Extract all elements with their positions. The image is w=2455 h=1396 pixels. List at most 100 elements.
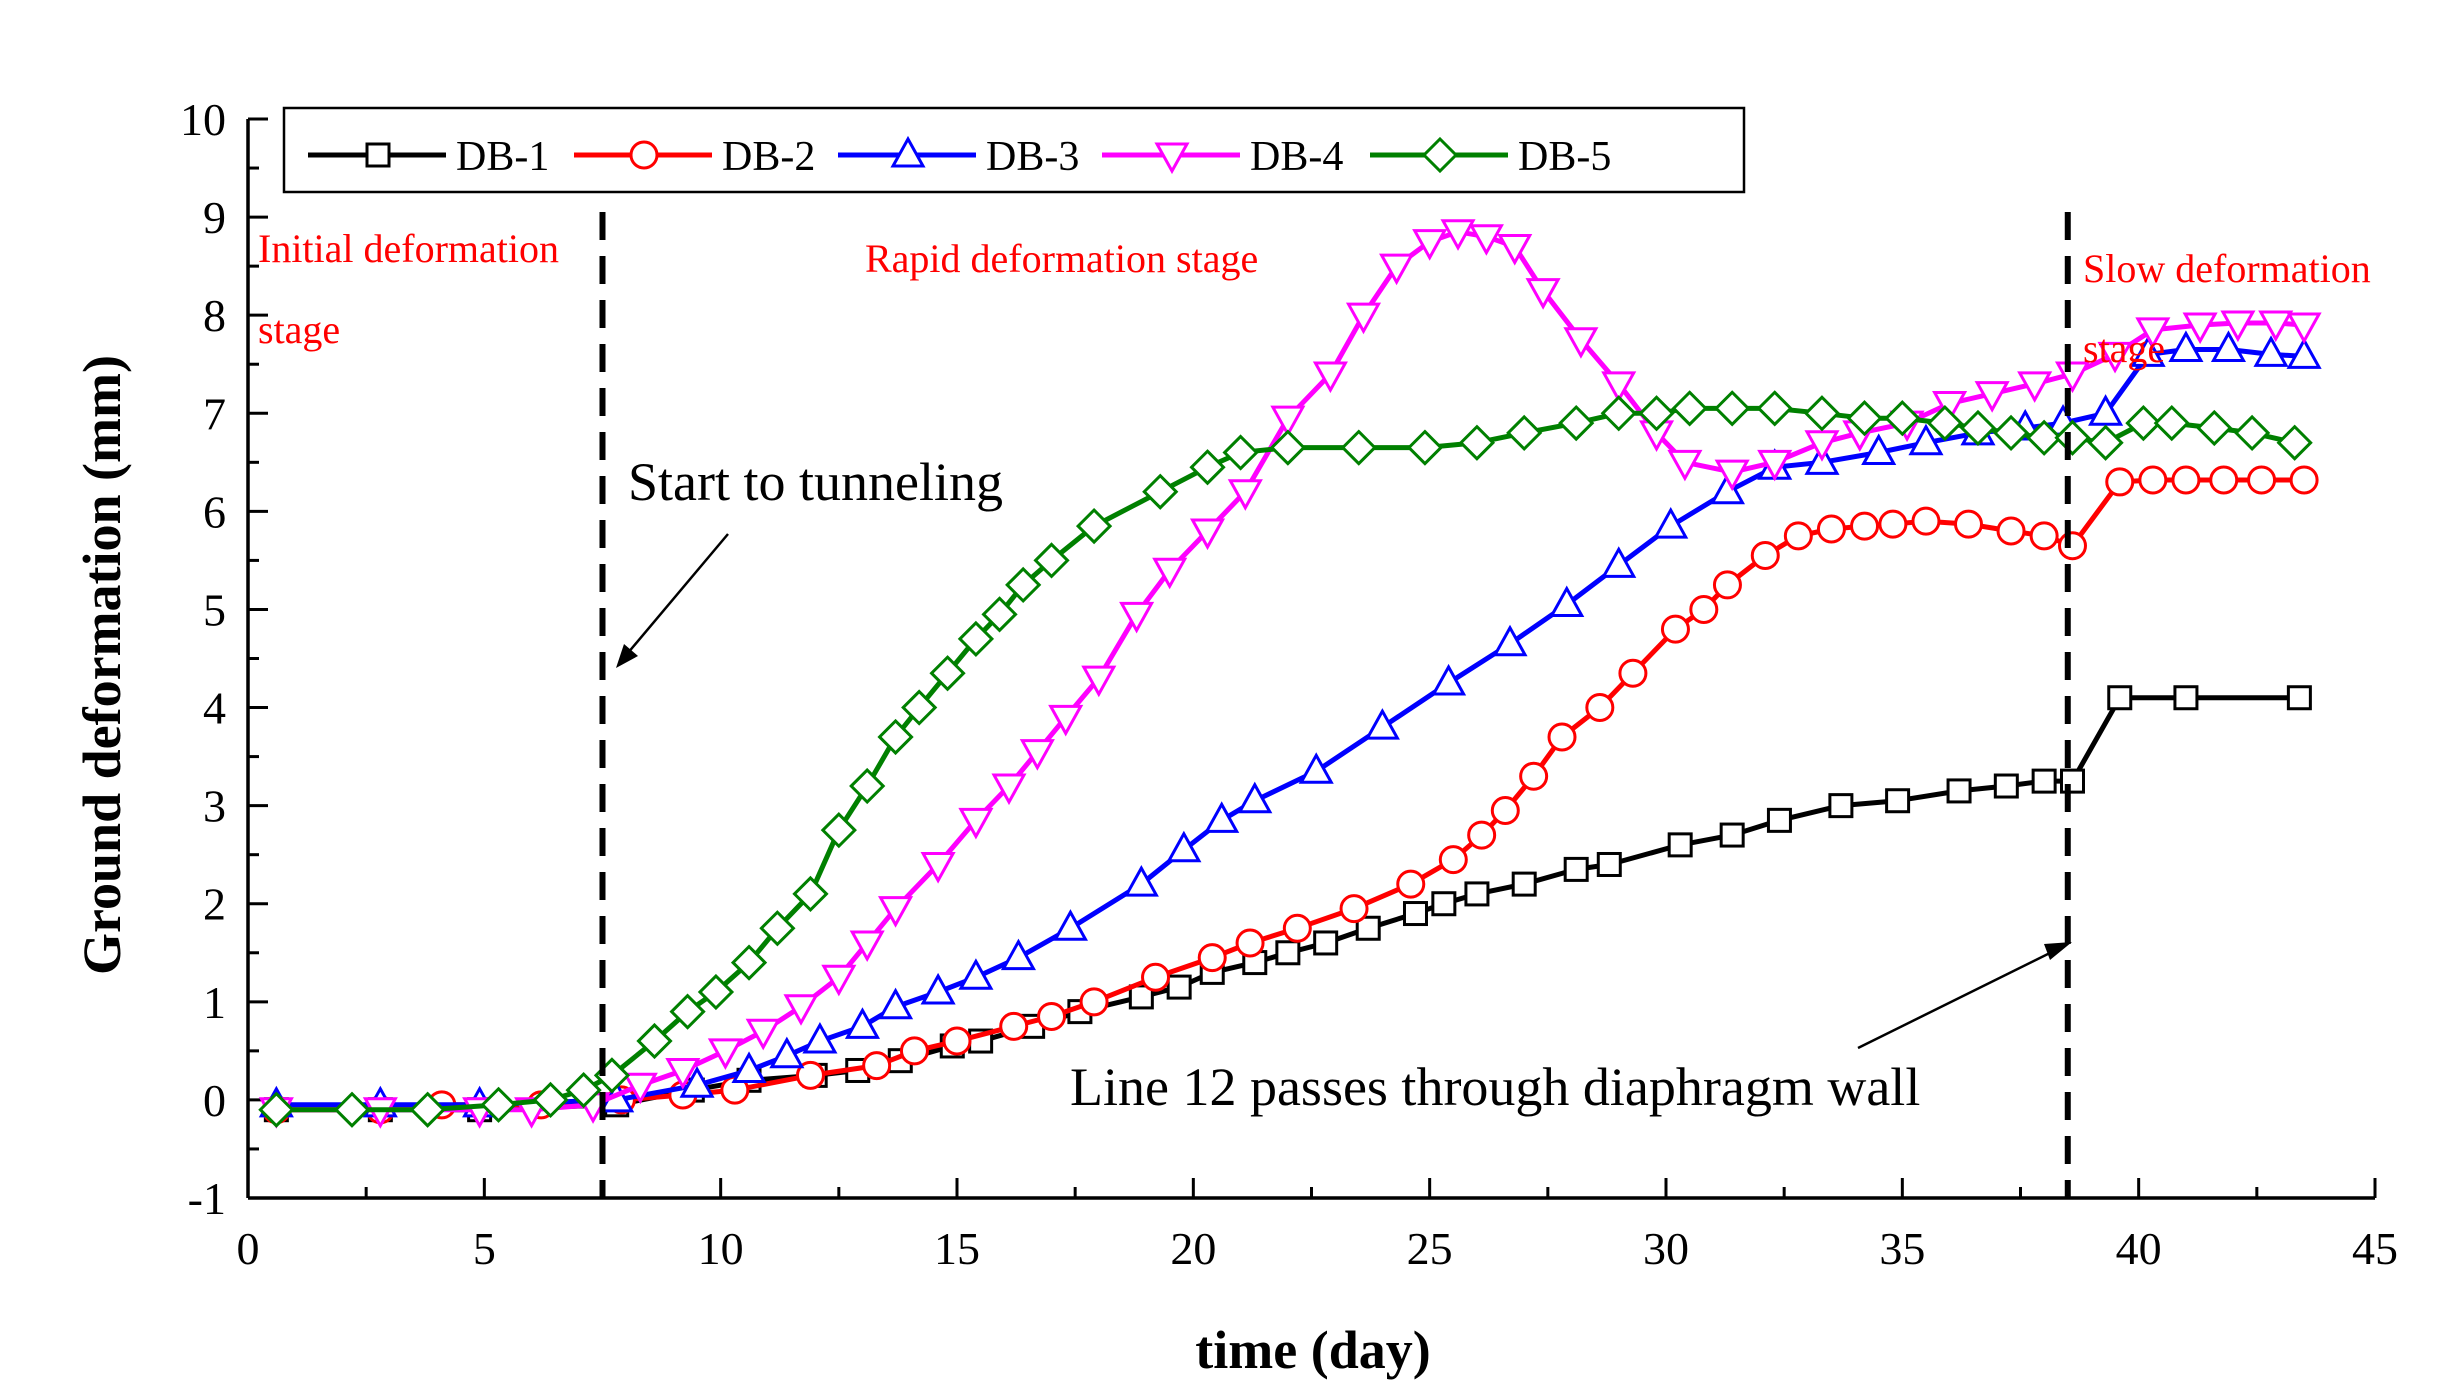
data-point-db-3	[1298, 752, 1334, 784]
data-point-db-3	[1431, 663, 1467, 696]
y-tick-label: 10	[180, 94, 226, 145]
y-axis-title: Ground deformation (mm)	[72, 355, 132, 975]
data-point-db-2	[1660, 614, 1690, 644]
data-point-db-3	[1653, 506, 1689, 539]
data-point-db-3	[769, 1036, 805, 1069]
data-point-db-5	[820, 812, 857, 849]
x-tick-label: 25	[1407, 1223, 1453, 1274]
data-point-db-3	[1123, 865, 1159, 897]
data-point-db-2	[1996, 516, 2026, 546]
data-point-db-4	[2286, 312, 2322, 345]
data-point-db-4	[2258, 310, 2294, 343]
data-point-db-5	[730, 944, 768, 981]
data-point-db-3	[1908, 423, 1944, 456]
data-point-db-5	[2054, 419, 2091, 456]
data-point-db-5	[759, 910, 796, 947]
data-point-db-4	[622, 1072, 658, 1105]
data-point-db-2	[2289, 465, 2319, 495]
data-point-db-5	[1142, 473, 1179, 510]
series-db-1	[263, 685, 2312, 1123]
data-point-db-1	[1166, 974, 1192, 1000]
data-point-db-5	[877, 718, 914, 756]
data-point-db-2	[2171, 465, 2201, 495]
y-tick-label: 0	[203, 1075, 226, 1126]
data-point-db-4	[991, 773, 1027, 806]
data-point-db-4	[849, 930, 885, 963]
data-point-db-5	[929, 655, 966, 692]
data-point-db-4	[1189, 518, 1226, 551]
data-point-db-5	[1340, 429, 1377, 466]
data-point-db-2	[1816, 514, 1846, 544]
data-point-db-5	[2153, 404, 2190, 442]
data-point-db-1	[1313, 930, 1339, 956]
data-point-db-2	[1396, 869, 1426, 899]
data-point-db-2	[2029, 521, 2059, 551]
data-point-db-4	[1714, 459, 1750, 492]
series-line-db-5	[276, 405, 2296, 1113]
data-point-db-4	[1525, 278, 1561, 310]
data-point-db-5	[1222, 434, 1259, 471]
data-point-db-5	[258, 1091, 295, 1128]
y-tick-label: 9	[203, 192, 226, 243]
data-point-db-4	[1804, 430, 1840, 462]
data-point-db-2	[1911, 506, 1941, 536]
y-tick-label: 7	[203, 388, 226, 439]
data-point-db-4	[1119, 601, 1155, 634]
data-point-db-2	[1282, 913, 1312, 943]
data-point-db-5	[480, 1086, 517, 1123]
data-point-db-1	[2173, 685, 2199, 711]
data-point-db-4	[920, 851, 956, 884]
data-point-db-4	[1667, 449, 1703, 482]
legend-box	[282, 106, 1746, 194]
data-point-db-1	[2286, 685, 2312, 711]
data-point-db-2	[1547, 722, 1577, 752]
data-point-db-3	[2286, 337, 2322, 369]
data-point-db-5	[565, 1071, 602, 1109]
data-point-db-3	[1000, 938, 1036, 971]
data-point-db-3	[1601, 546, 1637, 578]
legend-label-db-4: DB-4	[1250, 134, 1343, 180]
data-point-db-5	[697, 973, 735, 1011]
data-point-db-2	[1438, 845, 1468, 875]
data-point-db-2	[2057, 531, 2087, 561]
data-point-db-2	[1750, 541, 1780, 571]
axis-titles: time (day) Ground deformation (mm)	[72, 355, 1431, 1380]
data-point-db-4	[362, 1097, 398, 1129]
data-point-db-4	[821, 964, 857, 997]
data-point-db-4	[1932, 390, 1968, 423]
data-point-db-5	[1406, 429, 1444, 466]
data-point-db-5	[792, 875, 829, 913]
data-point-db-2	[1878, 509, 1908, 539]
data-point-db-2	[942, 1026, 972, 1056]
data-point-db-1	[1766, 807, 1792, 833]
data-point-db-5	[1189, 449, 1226, 486]
data-point-db-4	[1152, 557, 1188, 590]
x-tick-label: 30	[1643, 1223, 1689, 1274]
initial-stage-label-line1: Initial deformation	[258, 226, 559, 271]
tunneling-start-arrow	[621, 533, 729, 661]
data-point-db-2	[1197, 943, 1227, 973]
y-tick-label: 6	[203, 486, 226, 537]
data-point-db-2	[2138, 465, 2168, 495]
data-point-db-1	[1719, 822, 1745, 848]
series-db-4	[258, 219, 2322, 1129]
data-point-db-2	[1037, 1002, 1067, 1032]
data-point-db-3	[1709, 472, 1745, 505]
data-point-db-1	[1596, 851, 1622, 877]
diaphragm-wall-arrowhead	[2044, 942, 2072, 960]
diaphragm-wall-annotation: Line 12 passes through diaphragm wall	[1070, 1057, 1920, 1117]
legend-label-db-3: DB-3	[986, 134, 1079, 180]
y-tick-label: 5	[203, 584, 226, 635]
data-point-db-1	[1275, 940, 1301, 966]
data-point-db-3	[2210, 330, 2247, 363]
data-point-db-5	[2087, 424, 2124, 461]
data-point-db-5	[1959, 409, 1997, 447]
data-point-db-3	[844, 1007, 881, 1039]
series-db-5	[258, 390, 2313, 1128]
data-point-db-5	[1926, 404, 1963, 442]
data-point-db-2	[1519, 761, 1549, 791]
data-point-db-2	[1618, 658, 1648, 688]
data-point-db-3	[1861, 433, 1897, 466]
